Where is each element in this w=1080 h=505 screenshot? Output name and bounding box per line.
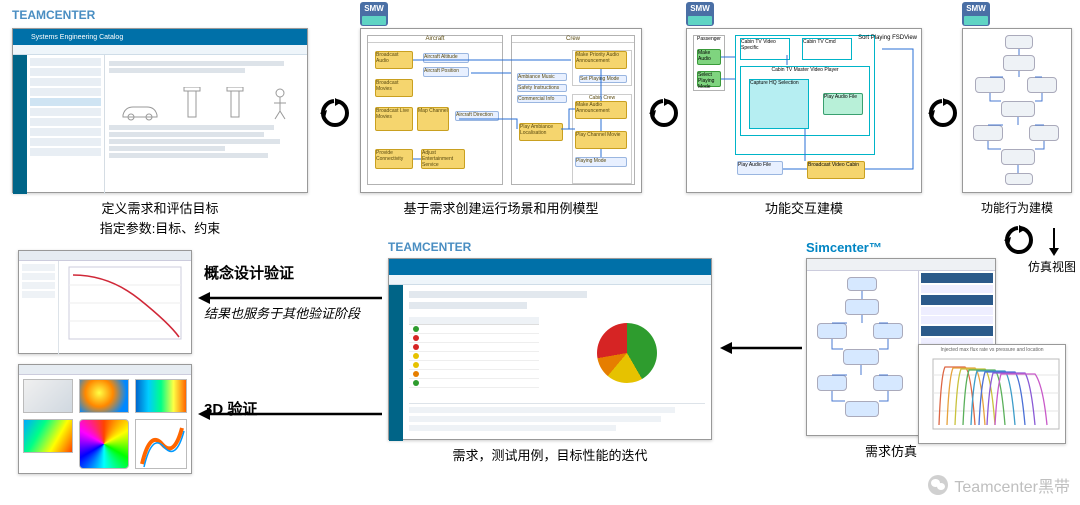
stage7-title: 概念设计验证 (204, 262, 294, 283)
tag-teamcenter-1: TEAMCENTER (12, 8, 95, 22)
stage2-caption: 基于需求创建运行场景和用例模型 (360, 199, 642, 219)
stage2-panel: Aircraft Crew Pilot Cabin Crew Broadcast… (360, 28, 642, 193)
stage1-panel: Systems Engineering Catalog (12, 28, 308, 193)
status-pie (597, 323, 657, 383)
smw-badge-1: SMW (360, 2, 388, 26)
tc-titlebar: Systems Engineering Catalog (13, 29, 307, 45)
tag-simcenter: Simcenter™ (806, 240, 882, 255)
down-arrow-sub (1047, 228, 1061, 261)
tc-title: Systems Engineering Catalog (31, 34, 123, 41)
pillar-icon-2 (225, 87, 245, 121)
smw-badge-3: SMW (962, 2, 990, 26)
stage4-caption: 功能行为建模 (962, 199, 1072, 217)
stage3-caption: 功能交互建模 (686, 199, 922, 219)
stage6-panel (388, 258, 712, 440)
wechat-icon (928, 475, 948, 495)
stage5-chart: Injected max flux rate vs pressure and l… (918, 344, 1066, 444)
stage6-caption: 需求，测试用例，目标性能的迭代 (388, 446, 712, 466)
tag-teamcenter-2: TEAMCENTER (388, 240, 471, 254)
curve-chart (59, 261, 189, 351)
stage8-title: 3D 验证 (204, 398, 257, 419)
pillar-icon (182, 87, 202, 121)
cycle-arrow-4 (1004, 225, 1034, 255)
cycle-arrow-3 (928, 98, 958, 128)
arrow-5-6 (720, 340, 802, 356)
stage5-caption: 需求仿真 (806, 442, 976, 462)
car-icon (121, 97, 159, 121)
cycle-arrow-1 (320, 98, 350, 128)
stage3-panel: Passenger Make Audio Select Playing Mode… (686, 28, 922, 193)
stage4-panel (962, 28, 1072, 193)
cycle-arrow-2 (649, 98, 679, 128)
person-icon (268, 87, 292, 121)
stage1-caption: 定义需求和评估目标 指定参数:目标、约束 (12, 199, 308, 238)
watermark: Teamcenter黑带 (928, 473, 1070, 497)
smw-badge-2: SMW (686, 2, 714, 26)
stage8-panel (18, 364, 192, 474)
stage7-sub: 结果也服务于其他验证阶段 (204, 304, 374, 324)
stage7-panel (18, 250, 192, 354)
